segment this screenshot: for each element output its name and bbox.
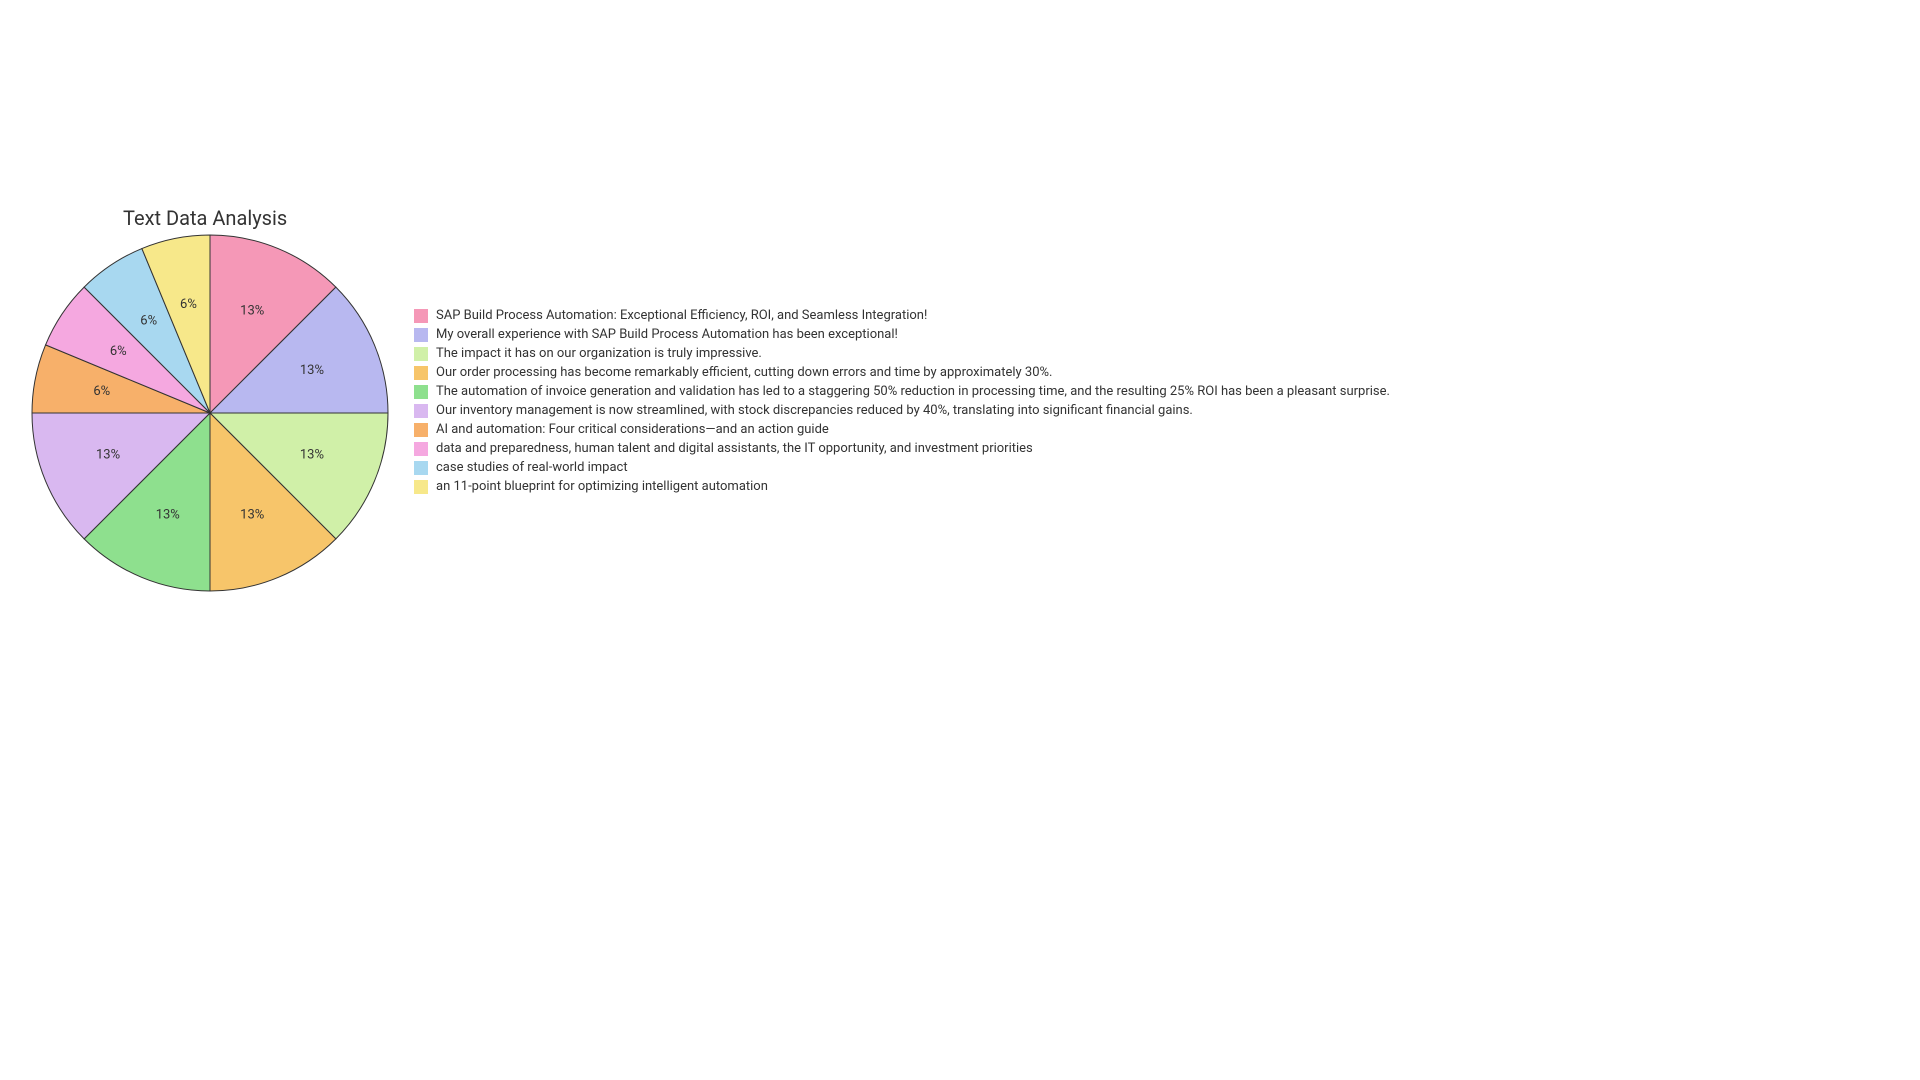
legend-label: data and preparedness, human talent and …	[436, 441, 1033, 456]
legend-label: Our order processing has become remarkab…	[436, 365, 1052, 380]
legend-label: Our inventory management is now streamli…	[436, 403, 1193, 418]
legend-item: an 11-point blueprint for optimizing int…	[414, 479, 1390, 494]
legend-swatch	[414, 309, 428, 323]
legend-label: an 11-point blueprint for optimizing int…	[436, 479, 768, 494]
legend-swatch	[414, 347, 428, 361]
legend-item: Our inventory management is now streamli…	[414, 403, 1390, 418]
legend-item: case studies of real-world impact	[414, 460, 1390, 475]
legend: SAP Build Process Automation: Exceptiona…	[414, 308, 1390, 494]
legend-swatch	[414, 423, 428, 437]
legend-swatch	[414, 385, 428, 399]
legend-swatch	[414, 328, 428, 342]
slice-label: 6%	[93, 384, 110, 399]
slice-label: 6%	[140, 314, 157, 329]
legend-label: AI and automation: Four critical conside…	[436, 422, 829, 437]
legend-swatch	[414, 404, 428, 418]
legend-label: The impact it has on our organization is…	[436, 346, 762, 361]
legend-swatch	[414, 461, 428, 475]
slice-label: 13%	[96, 448, 120, 463]
slice-label: 6%	[110, 344, 127, 359]
slice-label: 13%	[240, 507, 264, 522]
legend-item: data and preparedness, human talent and …	[414, 441, 1390, 456]
legend-swatch	[414, 366, 428, 380]
legend-swatch	[414, 480, 428, 494]
legend-item: The automation of invoice generation and…	[414, 384, 1390, 399]
legend-label: SAP Build Process Automation: Exceptiona…	[436, 308, 927, 323]
slice-label: 13%	[240, 303, 264, 318]
legend-label: case studies of real-world impact	[436, 460, 628, 475]
legend-item: SAP Build Process Automation: Exceptiona…	[414, 308, 1390, 323]
slice-label: 13%	[300, 363, 324, 378]
legend-item: Our order processing has become remarkab…	[414, 365, 1390, 380]
legend-swatch	[414, 442, 428, 456]
legend-item: The impact it has on our organization is…	[414, 346, 1390, 361]
legend-item: My overall experience with SAP Build Pro…	[414, 327, 1390, 342]
slice-label: 6%	[180, 297, 197, 312]
legend-item: AI and automation: Four critical conside…	[414, 422, 1390, 437]
slice-label: 13%	[300, 448, 324, 463]
slice-label: 13%	[156, 507, 180, 522]
chart-title: Text Data Analysis	[123, 206, 287, 230]
legend-label: My overall experience with SAP Build Pro…	[436, 327, 898, 342]
legend-label: The automation of invoice generation and…	[436, 384, 1390, 399]
pie-chart: 13% 13% 13% 13% 13% 13% 6% 6% 6% 6%	[32, 235, 388, 595]
